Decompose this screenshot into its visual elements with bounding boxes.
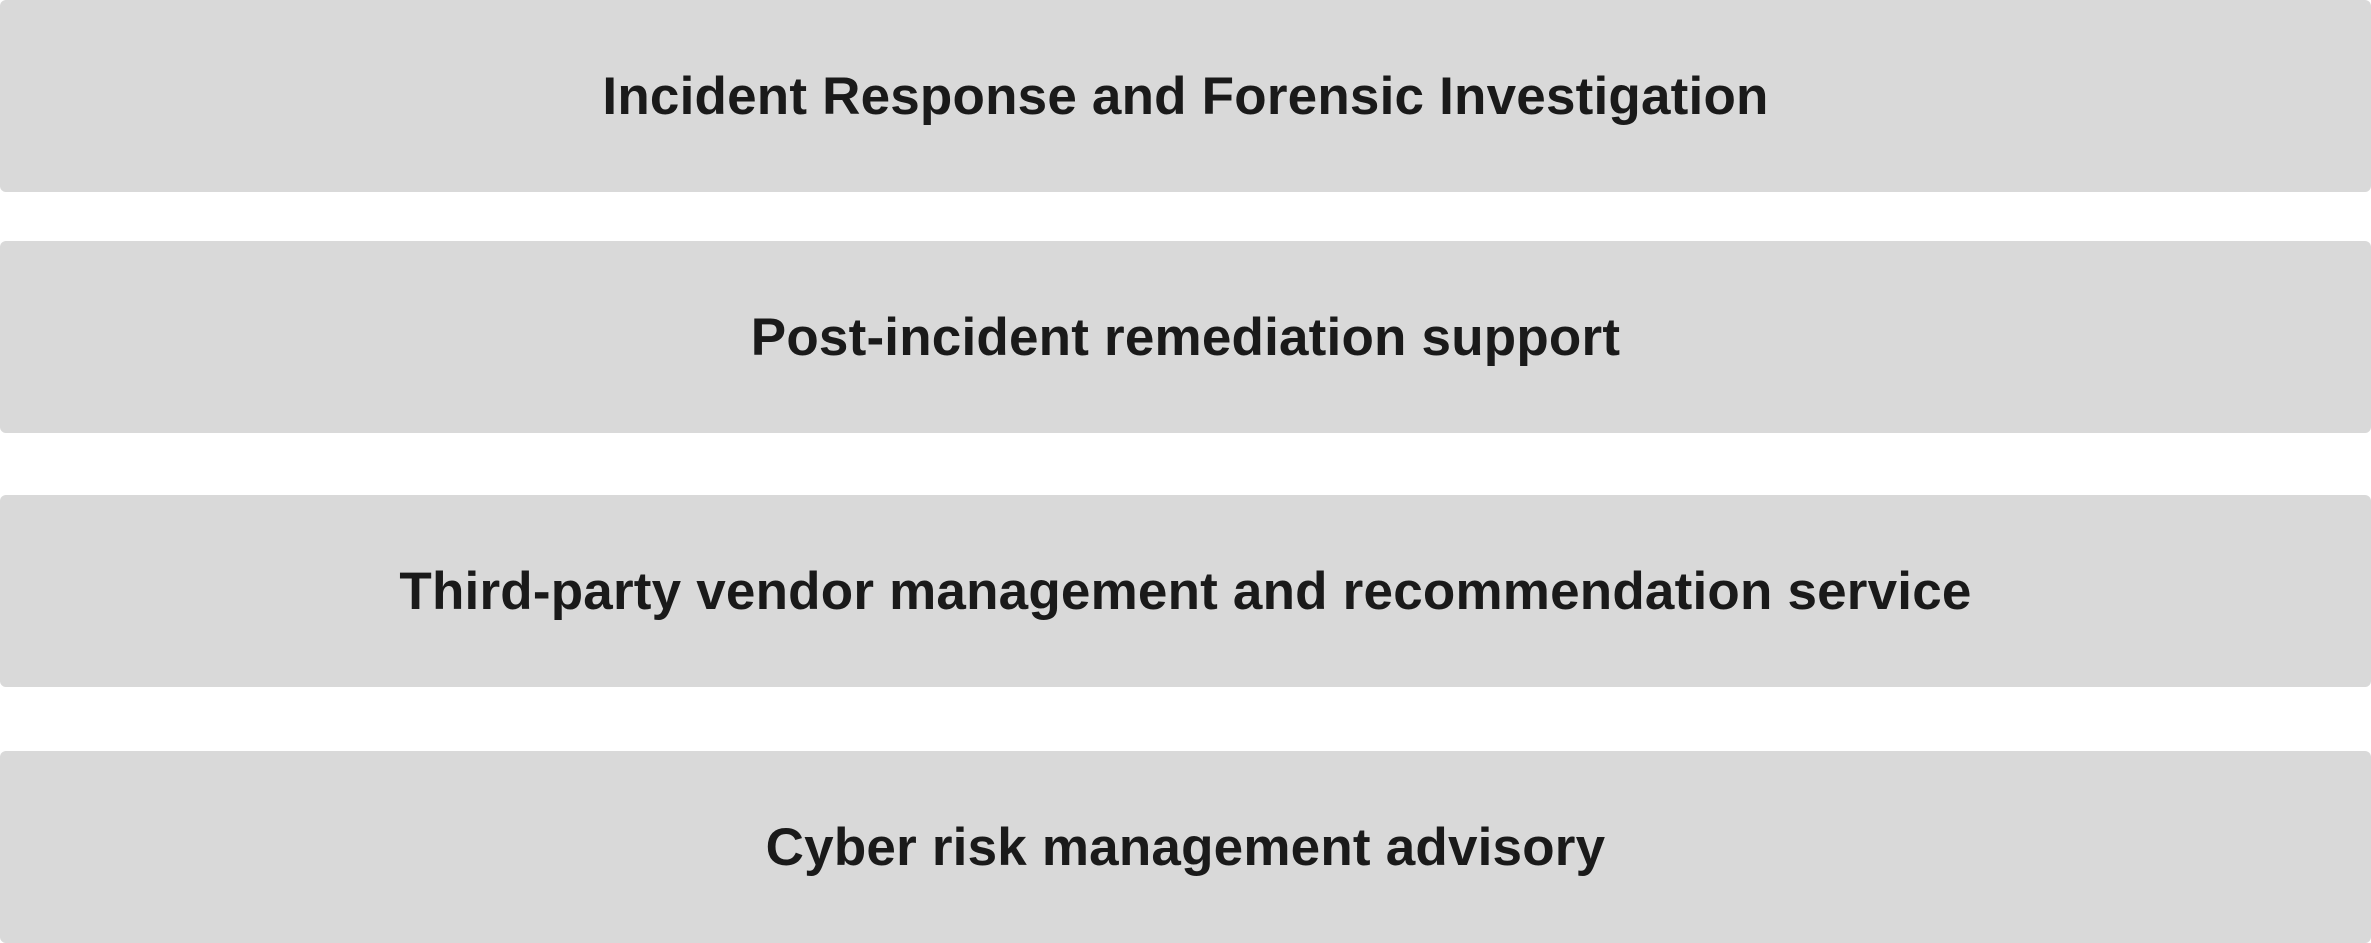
service-box-cyber-risk-advisory: Cyber risk management advisory [0, 751, 2371, 943]
service-box-post-incident-remediation: Post-incident remediation support [0, 241, 2371, 433]
service-label: Incident Response and Forensic Investiga… [602, 66, 1769, 126]
service-label: Third-party vendor management and recomm… [399, 561, 1972, 621]
service-label: Post-incident remediation support [750, 307, 1621, 367]
service-box-incident-response: Incident Response and Forensic Investiga… [0, 0, 2371, 192]
service-label: Cyber risk management advisory [765, 817, 1606, 877]
service-box-third-party-vendor: Third-party vendor management and recomm… [0, 495, 2371, 687]
